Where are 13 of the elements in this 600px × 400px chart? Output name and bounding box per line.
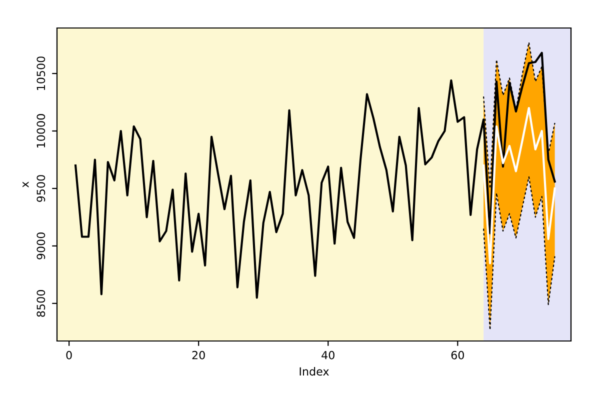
y-axis-title: x: [22, 182, 29, 188]
y-tick-label: 10000: [36, 114, 46, 148]
x-tick-label: 40: [322, 350, 334, 360]
y-tick-label: 9500: [36, 175, 46, 202]
line-series: [483, 176, 556, 330]
y-tick-label: 9000: [36, 232, 46, 260]
x-tick-label: 20: [192, 350, 205, 360]
x-tick-label: 60: [451, 350, 464, 360]
y-tick-label: 8500: [36, 290, 46, 317]
y-tick-label: 10500: [36, 56, 46, 90]
line-series: [482, 106, 556, 264]
x-axis-title: Index: [300, 367, 329, 376]
x-tick-label: 0: [66, 350, 72, 360]
